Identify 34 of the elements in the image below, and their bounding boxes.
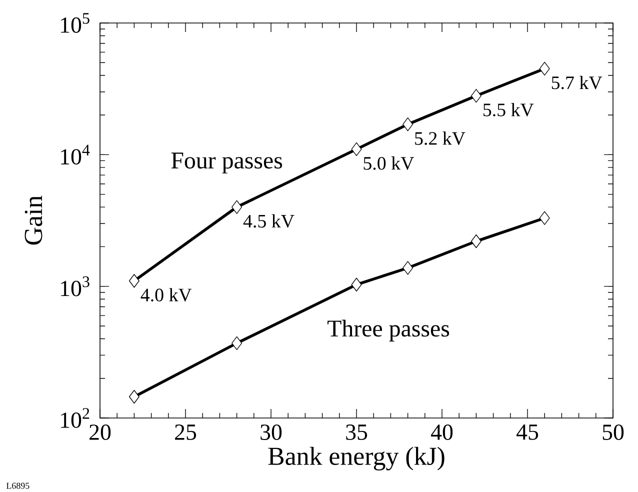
point xyxy=(351,142,362,156)
x-tick-label: 20 xyxy=(90,424,111,440)
x-tick-label: 35 xyxy=(346,424,368,440)
x-tick-label: 30 xyxy=(260,424,282,440)
y-tick-label: 10$^{3}$ xyxy=(61,276,90,296)
point xyxy=(232,336,242,350)
y-tick-label: 10$^{4}$ xyxy=(61,144,90,165)
x-tick-label: 25 xyxy=(175,424,196,440)
point xyxy=(351,278,362,292)
point xyxy=(470,88,482,103)
point xyxy=(539,211,550,225)
series-label: Three passes xyxy=(328,320,450,342)
annotation: 5.0 kV xyxy=(364,156,414,170)
y-tick-label: 10$^{5}$ xyxy=(61,13,90,33)
point xyxy=(470,234,482,248)
annotation: 5.2 kV xyxy=(415,132,466,145)
point xyxy=(402,117,414,132)
x-axis-title: Bank energy (kJ) xyxy=(268,446,444,470)
point xyxy=(128,390,140,404)
series-label: Four passes xyxy=(171,152,282,174)
point xyxy=(232,200,242,214)
x-tick-label: 40 xyxy=(431,424,453,440)
x-tick-label: 45 xyxy=(516,424,538,440)
text: L6895 xyxy=(6,482,30,489)
point xyxy=(539,62,550,76)
annotation: 5.7 kV xyxy=(552,76,602,90)
annotation: 4.0 kV xyxy=(140,288,192,302)
annotation: 4.5 kV xyxy=(243,214,294,228)
point xyxy=(128,274,140,288)
annotation: 5.5 kV xyxy=(483,102,534,116)
y-axis-title: Gain xyxy=(24,196,42,245)
y-tick-label: 10$^{2}$ xyxy=(61,408,90,428)
x-tick-label: 50 xyxy=(602,424,624,440)
point xyxy=(402,261,414,275)
